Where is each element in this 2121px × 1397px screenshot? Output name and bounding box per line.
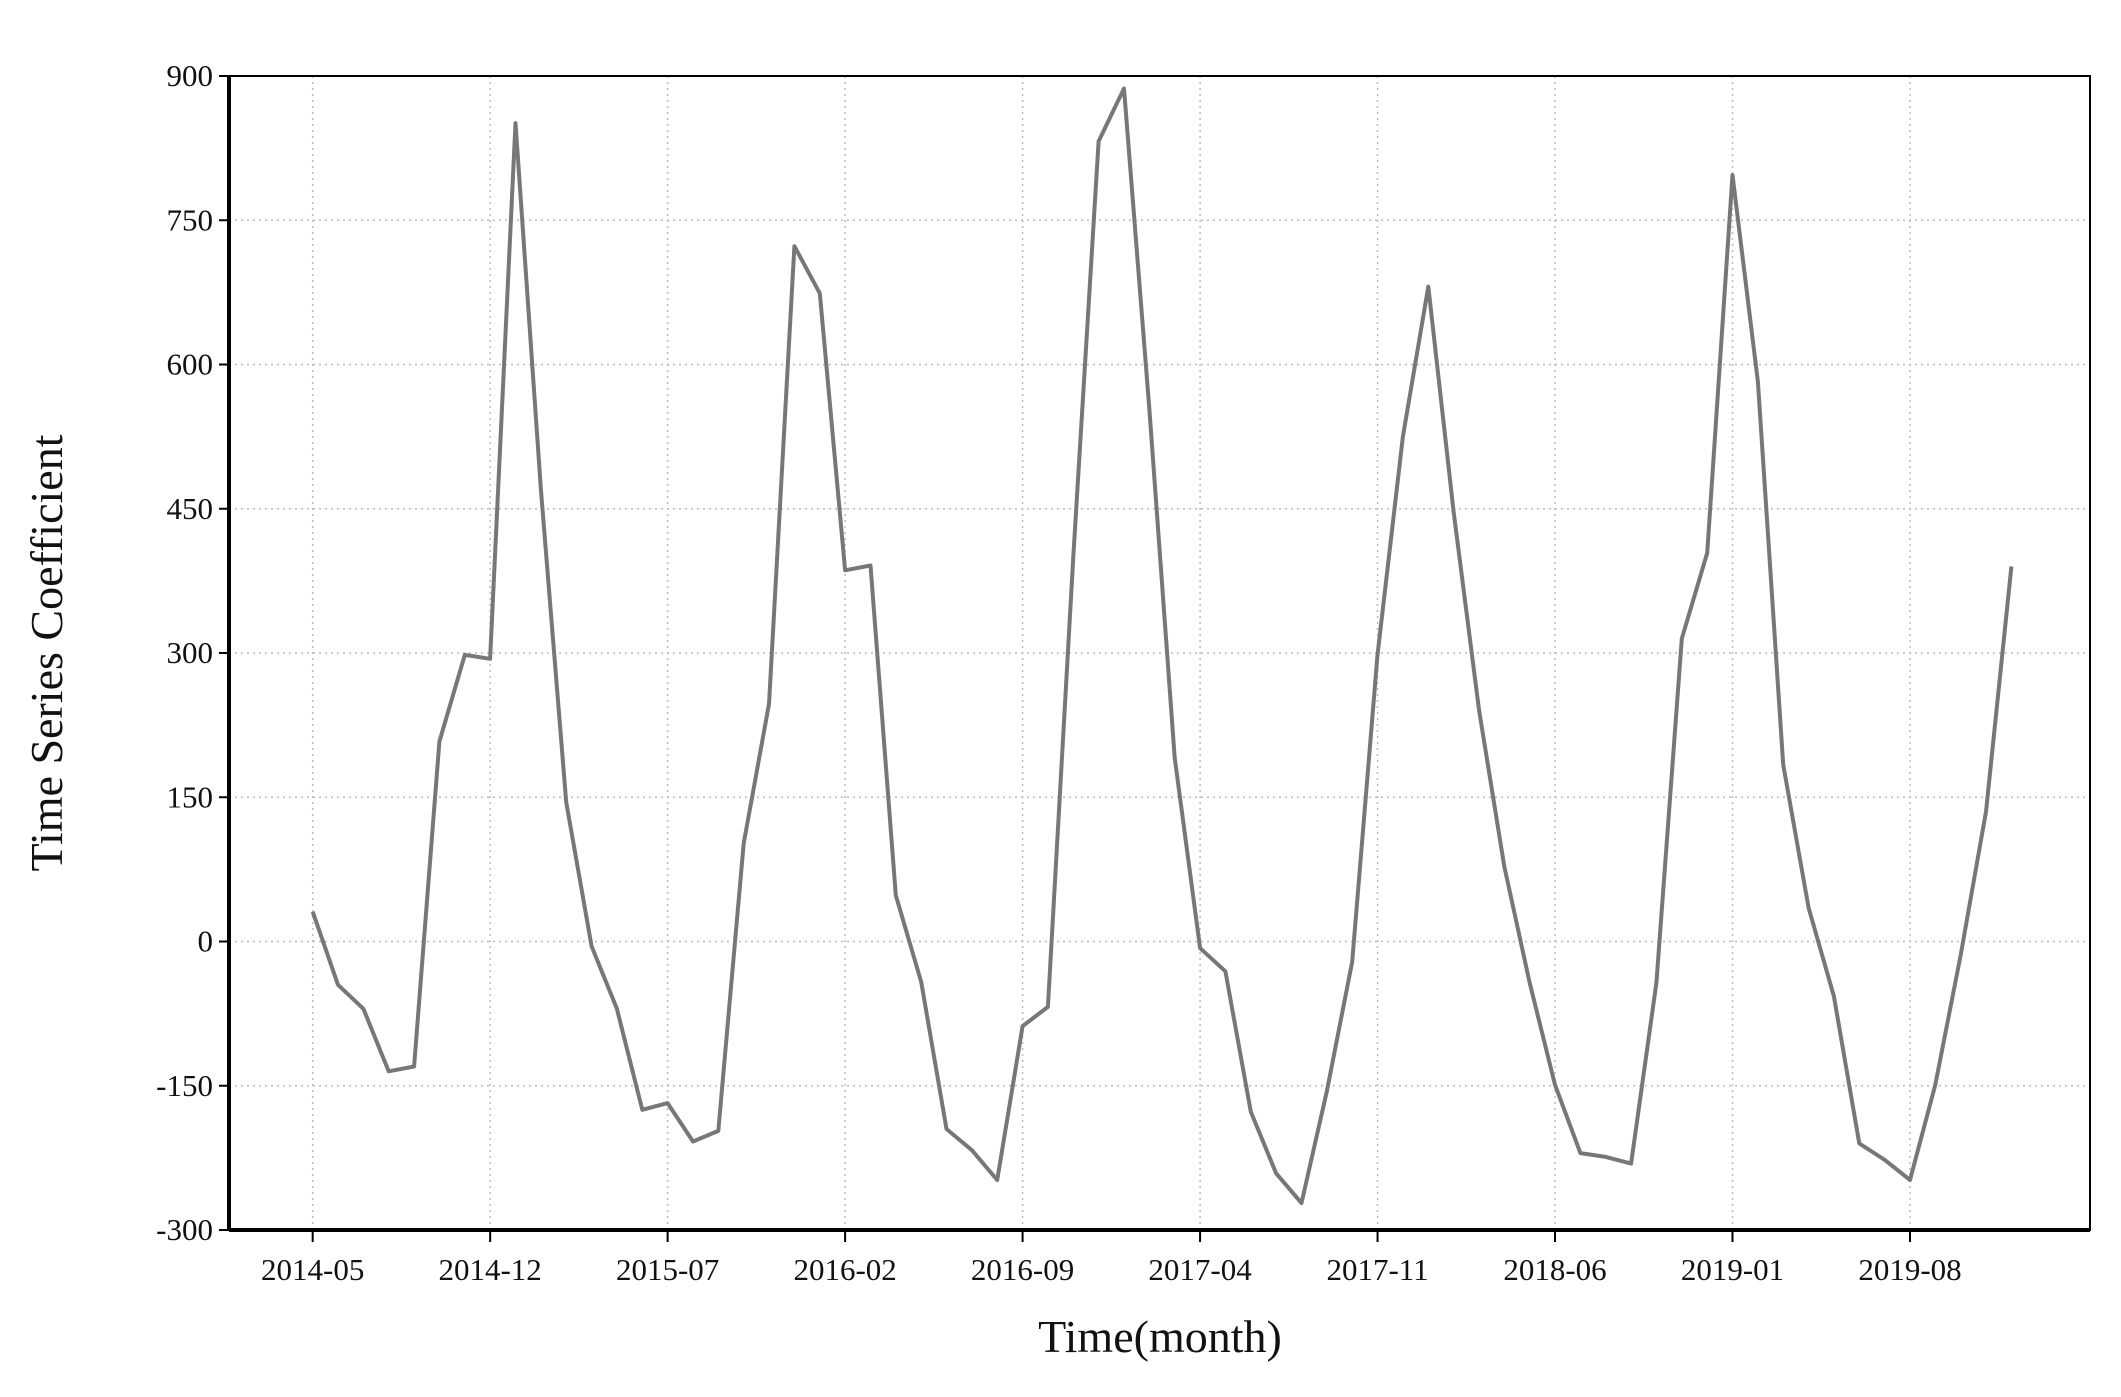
y-tick-label: 450	[167, 491, 214, 526]
x-tick-label: 2019-01	[1681, 1252, 1784, 1287]
y-tick-label: 150	[167, 779, 214, 814]
x-tick-label: 2014-05	[261, 1252, 364, 1287]
data-line	[310, 86, 2014, 1206]
x-tick-label: 2017-11	[1326, 1252, 1428, 1287]
y-tick-label: -150	[156, 1068, 213, 1103]
x-tick-label: 2016-02	[793, 1252, 896, 1287]
x-tick-label: 2017-04	[1148, 1252, 1252, 1287]
y-axis-label: Time Series Coefficient	[21, 434, 72, 871]
y-tick-label: 750	[167, 202, 214, 237]
y-tick-label: 600	[167, 347, 214, 382]
x-tick-label: 2019-08	[1858, 1252, 1961, 1287]
y-tick-label: 300	[167, 635, 214, 670]
y-tick-label: 0	[198, 924, 214, 959]
y-tick-label: 900	[167, 58, 214, 93]
x-tick-label: 2015-07	[616, 1252, 719, 1287]
x-tick-label: 2014-12	[438, 1252, 541, 1287]
x-tick-label: 2016-09	[971, 1252, 1074, 1287]
x-axis-label: Time(month)	[1038, 1311, 1282, 1362]
y-tick-label: -300	[156, 1212, 213, 1247]
x-tick-label: 2018-06	[1503, 1252, 1606, 1287]
